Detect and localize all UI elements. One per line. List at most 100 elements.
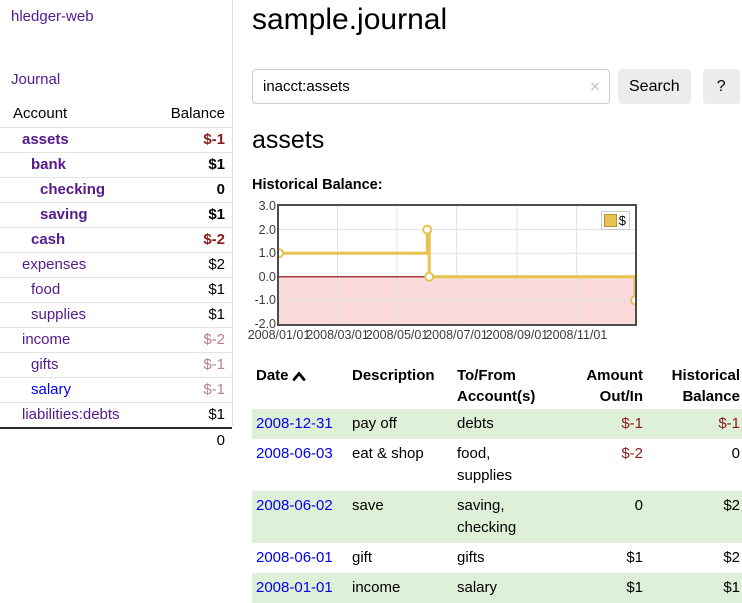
- x-axis-tick-label: 2008/03/01: [306, 328, 369, 342]
- x-axis-tick-label: 2008/05/01: [365, 328, 429, 342]
- account-cell: assets: [0, 127, 147, 153]
- accounts-total-value: 0: [146, 427, 232, 453]
- y-axis-tick-label: 2.0: [258, 222, 276, 237]
- account-balance: $-2: [146, 227, 232, 253]
- search-input[interactable]: [252, 69, 610, 104]
- register-header-balance: Historical Balance: [671, 367, 740, 405]
- account-row: expenses $2: [0, 252, 232, 278]
- transaction-amount: $-1: [621, 415, 643, 432]
- search-button[interactable]: Search: [618, 69, 691, 104]
- account-link[interactable]: assets: [22, 131, 69, 148]
- account-cell: saving: [0, 202, 147, 228]
- account-link[interactable]: cash: [31, 231, 66, 248]
- account-balance: $-1: [146, 377, 232, 403]
- transaction-amount: $-2: [621, 445, 643, 462]
- account-link[interactable]: gifts: [31, 356, 59, 373]
- account-link[interactable]: liabilities:debts: [22, 406, 120, 423]
- transaction-description: pay off: [352, 415, 397, 432]
- account-cell: supplies: [0, 302, 147, 328]
- account-balance: $1: [208, 406, 225, 423]
- clear-search-icon[interactable]: ✕: [589, 78, 601, 94]
- transaction-balance: $2: [723, 549, 740, 566]
- register-row: 2008-06-01 gift gifts $1 $2: [252, 543, 742, 573]
- sidebar: hledger-web Journal Account Balance asse…: [0, 0, 232, 453]
- account-row: gifts $-1: [0, 352, 232, 378]
- account-cell: liabilities:debts: [0, 403, 146, 429]
- account-row: cash $-2: [0, 227, 232, 253]
- account-cell: cash: [0, 227, 147, 253]
- sidebar-item-journal[interactable]: Journal: [11, 71, 61, 88]
- app-title[interactable]: hledger-web: [11, 8, 94, 25]
- transaction-balance: $-1: [718, 415, 740, 432]
- account-row: saving $1: [0, 202, 232, 228]
- transaction-date-link[interactable]: 2008-12-31: [256, 415, 333, 432]
- account-balance: $2: [146, 252, 232, 278]
- transaction-balance: 0: [731, 445, 740, 462]
- register-header-accounts: To/From Account(s): [457, 367, 536, 405]
- account-link[interactable]: salary: [31, 381, 72, 398]
- account-balance: $1: [146, 152, 232, 178]
- search-help-button[interactable]: ?: [702, 69, 740, 104]
- y-axis-tick-label: -1.0: [254, 293, 276, 308]
- register-row: 2008-06-02 save saving, checking 0 $2: [252, 491, 742, 543]
- transaction-balance: $2: [723, 497, 740, 514]
- account-balance: $-1: [146, 127, 232, 153]
- page-title: sample.journal: [252, 3, 448, 36]
- main-content: sample.journal ✕ Search ? assets Histori…: [248, 0, 742, 603]
- transaction-date-cell: 2008-06-03: [252, 439, 348, 491]
- transaction-description: save: [352, 497, 384, 514]
- account-cell: expenses: [0, 252, 147, 278]
- x-axis-tick-label: 2008/09/01: [485, 328, 549, 342]
- account-balance: $-1: [146, 352, 232, 378]
- chart-title: Historical Balance:: [252, 177, 383, 193]
- x-axis-tick-label: 2008/01/01: [247, 328, 311, 342]
- sidebar-divider: [232, 0, 233, 426]
- account-link[interactable]: saving: [40, 206, 88, 223]
- register-row: 2008-06-03 eat & shop food, supplies $-2 0: [252, 439, 742, 491]
- sort-ascending-icon: [292, 371, 305, 381]
- account-row: food $1: [0, 277, 232, 303]
- account-link[interactable]: expenses: [22, 256, 87, 273]
- transaction-accounts: debts: [457, 415, 494, 432]
- transaction-date-cell: 2008-06-01: [252, 543, 348, 573]
- account-balance: $1: [146, 277, 232, 303]
- search-bar: ✕ Search ?: [252, 69, 742, 104]
- account-balance: $1: [146, 302, 232, 328]
- accounts-header-balance: Balance: [146, 102, 232, 128]
- transaction-accounts: salary: [457, 579, 498, 596]
- transaction-date-link[interactable]: 2008-06-01: [256, 549, 333, 566]
- register-header-amount: Amount Out/In: [586, 367, 643, 405]
- register-row: 2008-12-31 pay off debts $-1 $-1: [252, 409, 742, 439]
- accounts-header-row: Account Balance: [0, 102, 232, 128]
- account-cell: salary: [0, 377, 147, 403]
- historical-balance-chart: 3.0 2.0 1.0 0.0 -1.0 -2.0 $ 2008/01/01 2008/03…: [248, 199, 742, 345]
- account-link[interactable]: supplies: [31, 306, 87, 323]
- account-row: salary $-1: [0, 377, 232, 403]
- transaction-amount: 0: [634, 497, 643, 514]
- legend-label: $: [618, 213, 626, 228]
- account-link[interactable]: income: [22, 331, 71, 348]
- accounts-total-row: 0: [0, 427, 232, 453]
- transaction-description: eat & shop: [352, 445, 424, 462]
- account-cell: bank: [0, 152, 147, 178]
- register-header-date[interactable]: Date: [252, 363, 348, 409]
- chart-canvas: [279, 206, 635, 324]
- register-header-description: Description: [352, 367, 435, 384]
- transaction-date-link[interactable]: 2008-06-03: [256, 445, 333, 462]
- account-cell: gifts: [0, 352, 147, 378]
- transaction-date-link[interactable]: 2008-06-02: [256, 497, 333, 514]
- x-axis-tick-label: 2008/11/01: [545, 328, 608, 342]
- account-link[interactable]: food: [31, 281, 61, 298]
- account-cell: food: [0, 277, 147, 303]
- account-balance: $-2: [146, 327, 232, 353]
- account-link[interactable]: bank: [31, 156, 67, 173]
- accounts-table: Account Balance assets $-1 bank $1 checking 0…: [0, 102, 232, 453]
- transaction-date-cell: 2008-06-02: [252, 491, 348, 543]
- accounts-total-spacer: [0, 427, 147, 453]
- accounts-header-account: Account: [0, 102, 147, 128]
- account-row: income $-2: [0, 327, 232, 353]
- transaction-description: gift: [352, 549, 373, 566]
- account-cell: checking: [0, 177, 147, 203]
- account-link[interactable]: checking: [40, 181, 106, 198]
- register-row: 2008-01-01 income salary $1 $1: [252, 573, 742, 603]
